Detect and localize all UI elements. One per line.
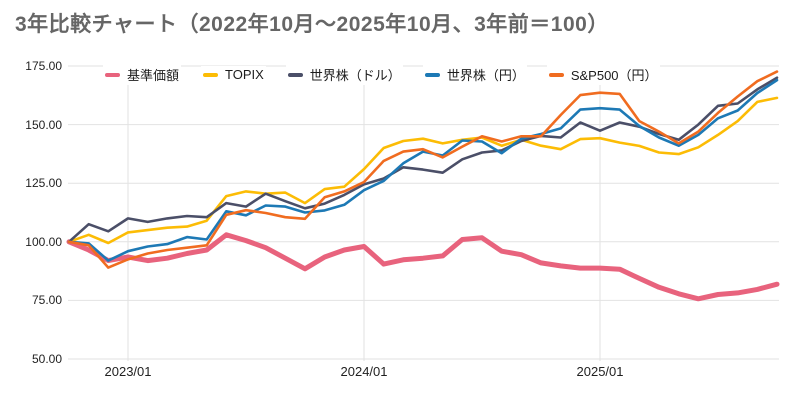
legend-item-3: 世界株（円） — [422, 64, 527, 85]
series-line-1 — [67, 96, 779, 245]
legend-item-0: 基準価額 — [103, 64, 182, 85]
legend-label: 世界株（円） — [446, 68, 525, 83]
y-axis-label: 75.00 — [31, 293, 62, 308]
legend-color-swatch-icon — [424, 72, 440, 77]
y-axis-label: 50.00 — [31, 352, 62, 366]
legend-color-swatch-icon — [203, 72, 219, 77]
x-axis-label: 2023/01 — [104, 364, 152, 379]
legend-item-4: S&P500（円） — [546, 64, 660, 85]
legend-color-swatch-icon — [287, 72, 303, 77]
legend-item-2: 世界株（ドル） — [285, 64, 403, 85]
legend-color-swatch-icon — [548, 72, 564, 77]
x-axis-label: 2024/01 — [340, 364, 388, 379]
legend-color-swatch-icon — [105, 72, 120, 77]
legend-item-1: TOPIX — [201, 66, 266, 83]
y-axis-label: 150.00 — [25, 117, 62, 132]
series-line-0 — [66, 232, 780, 302]
chart-legend: 基準価額 TOPIX 世界株（ドル） 世界株（円） S&P500（円） — [103, 64, 660, 85]
legend-label: S&P500（円） — [570, 68, 658, 83]
y-axis-label: 125.00 — [25, 176, 62, 191]
legend-label: TOPIX — [225, 67, 264, 82]
series-line-4 — [67, 70, 779, 269]
series-line-2 — [67, 76, 779, 244]
y-axis-label: 175.00 — [25, 59, 62, 73]
series-line-3 — [67, 78, 779, 262]
legend-label: 世界株（ドル） — [309, 68, 401, 83]
legend-label: 基準価額 — [127, 68, 180, 83]
x-axis-label: 2025/01 — [576, 364, 624, 379]
chart-title: 3年比較チャート（2022年10月～2025年10月、3年前＝100） — [15, 13, 609, 36]
y-axis-label: 100.00 — [25, 234, 62, 249]
